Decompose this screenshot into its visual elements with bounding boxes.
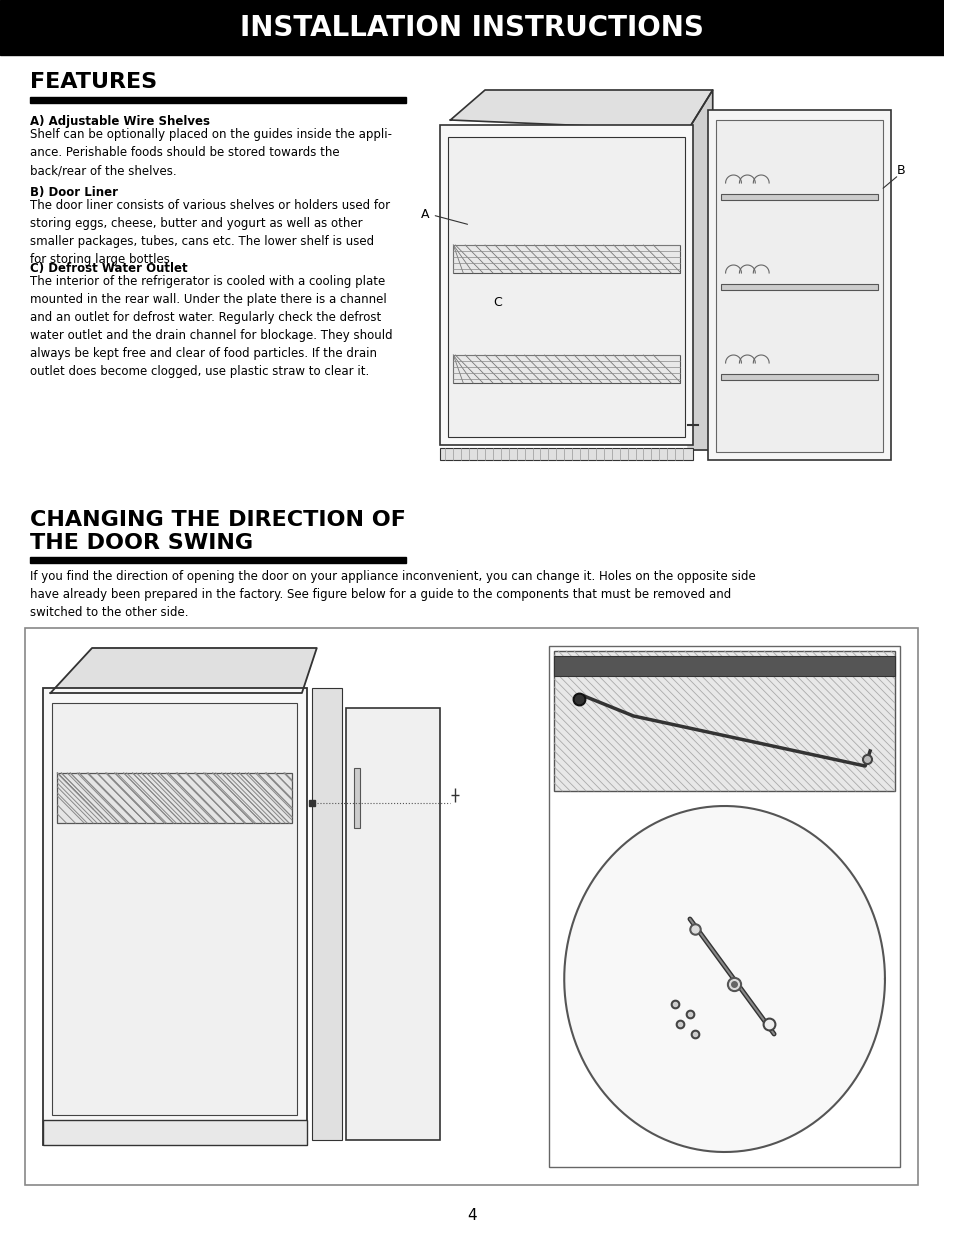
Text: B) Door Liner: B) Door Liner (30, 186, 117, 199)
Bar (453, 245, 679, 273)
Bar (440, 125, 692, 445)
Text: The door liner consists of various shelves or holders used for
storing eggs, che: The door liner consists of various shelv… (30, 199, 390, 266)
Bar (720, 374, 877, 380)
Bar (354, 768, 360, 827)
Bar (440, 448, 692, 459)
Text: A) Adjustable Wire Shelves: A) Adjustable Wire Shelves (30, 115, 210, 128)
Text: The interior of the refrigerator is cooled with a cooling plate
mounted in the r: The interior of the refrigerator is cool… (30, 275, 392, 378)
Bar (30, 98, 405, 103)
Polygon shape (563, 806, 884, 1152)
Text: B: B (896, 163, 904, 177)
Text: 4: 4 (467, 1208, 476, 1223)
Text: A: A (421, 209, 430, 221)
Bar (448, 137, 684, 437)
Bar (52, 703, 296, 1115)
Bar (43, 688, 307, 1145)
Bar (25, 629, 917, 1186)
Bar (312, 688, 341, 1140)
Bar (549, 646, 899, 1167)
Bar (554, 656, 894, 676)
Bar (720, 194, 877, 200)
Bar (715, 120, 882, 452)
Text: Shelf can be optionally placed on the guides inside the appli-
ance. Perishable : Shelf can be optionally placed on the gu… (30, 128, 392, 177)
Text: INSTALLATION INSTRUCTIONS: INSTALLATION INSTRUCTIONS (240, 14, 703, 42)
Bar (707, 110, 890, 459)
Bar (57, 773, 292, 823)
Bar (346, 708, 440, 1140)
Text: CHANGING THE DIRECTION OF: CHANGING THE DIRECTION OF (30, 510, 405, 530)
Polygon shape (51, 648, 316, 693)
Polygon shape (687, 90, 712, 450)
Text: If you find the direction of opening the door on your appliance inconvenient, yo: If you find the direction of opening the… (30, 571, 755, 619)
Text: C) Defrost Water Outlet: C) Defrost Water Outlet (30, 262, 187, 275)
Bar (453, 354, 679, 383)
Bar (720, 284, 877, 290)
Bar (554, 651, 894, 790)
Bar (30, 557, 405, 563)
Bar (43, 1120, 307, 1145)
Bar (0, 0, 943, 56)
Polygon shape (450, 90, 712, 130)
Text: FEATURES: FEATURES (30, 72, 156, 91)
Text: THE DOOR SWING: THE DOOR SWING (30, 534, 253, 553)
Text: C: C (493, 295, 502, 309)
